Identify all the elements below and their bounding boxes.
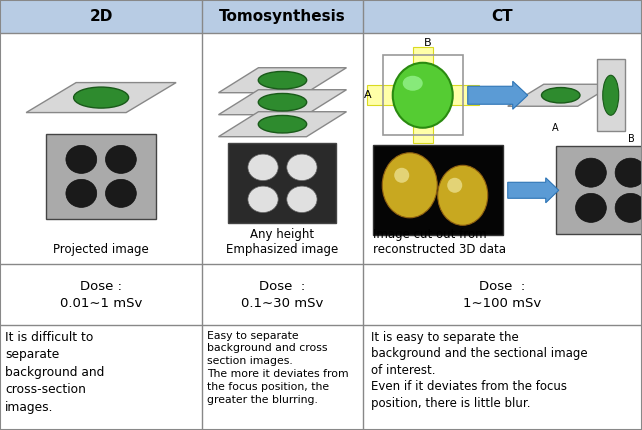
Text: Any height
Emphasized image: Any height Emphasized image: [227, 228, 338, 256]
Text: CT: CT: [492, 9, 513, 24]
FancyArrow shape: [508, 178, 559, 203]
Ellipse shape: [403, 76, 422, 91]
Text: Dose  :
0.1∼30 mSv: Dose : 0.1∼30 mSv: [241, 280, 324, 310]
Ellipse shape: [575, 194, 606, 222]
Ellipse shape: [394, 168, 409, 183]
Ellipse shape: [105, 145, 136, 173]
Ellipse shape: [393, 63, 453, 128]
Text: A: A: [364, 90, 372, 100]
Ellipse shape: [248, 154, 278, 181]
Text: Projected image: Projected image: [53, 243, 149, 256]
Polygon shape: [218, 112, 347, 137]
Text: 2D: 2D: [89, 9, 113, 24]
Text: It is easy to separate the
background and the sectional image
of interest.
Even : It is easy to separate the background an…: [370, 331, 587, 410]
Text: B: B: [424, 38, 431, 48]
Text: Tomosynthesis: Tomosynthesis: [219, 9, 346, 24]
Ellipse shape: [447, 178, 462, 193]
Ellipse shape: [258, 71, 307, 89]
Bar: [0, 0, 202, 33]
Polygon shape: [218, 68, 347, 93]
Text: Image cut out from
reconstructed 3D data: Image cut out from reconstructed 3D data: [373, 228, 506, 256]
Ellipse shape: [287, 154, 317, 181]
Ellipse shape: [258, 116, 307, 133]
Polygon shape: [413, 47, 433, 143]
Ellipse shape: [541, 88, 580, 103]
Polygon shape: [218, 90, 347, 115]
Polygon shape: [367, 85, 479, 105]
Ellipse shape: [438, 165, 488, 225]
Text: It is difficult to
separate
background and
cross-section
images.: It is difficult to separate background a…: [5, 331, 105, 414]
Text: Dose :
0.01∼1 mSv: Dose : 0.01∼1 mSv: [60, 280, 143, 310]
Polygon shape: [26, 83, 176, 113]
Bar: [229, 143, 336, 223]
Bar: [202, 0, 363, 33]
Bar: [46, 134, 156, 219]
Ellipse shape: [105, 179, 136, 207]
Ellipse shape: [615, 194, 642, 222]
Text: Easy to separate
background and cross
section images.
The more it deviates from
: Easy to separate background and cross se…: [207, 331, 349, 405]
Ellipse shape: [287, 186, 317, 212]
Ellipse shape: [74, 87, 128, 108]
Polygon shape: [508, 84, 614, 106]
Bar: [556, 146, 642, 234]
Ellipse shape: [603, 75, 619, 115]
Text: Dose  :
1∼100 mSv: Dose : 1∼100 mSv: [464, 280, 541, 310]
Ellipse shape: [66, 145, 97, 173]
Ellipse shape: [258, 93, 307, 111]
Bar: [373, 145, 503, 235]
Bar: [596, 59, 625, 131]
Bar: [363, 0, 642, 33]
FancyArrow shape: [468, 81, 528, 109]
Ellipse shape: [615, 158, 642, 187]
Text: A: A: [552, 123, 559, 133]
Ellipse shape: [248, 186, 278, 212]
Ellipse shape: [575, 158, 606, 187]
Ellipse shape: [66, 179, 97, 207]
Ellipse shape: [382, 153, 437, 218]
Bar: [383, 55, 463, 135]
Text: B: B: [628, 134, 634, 144]
